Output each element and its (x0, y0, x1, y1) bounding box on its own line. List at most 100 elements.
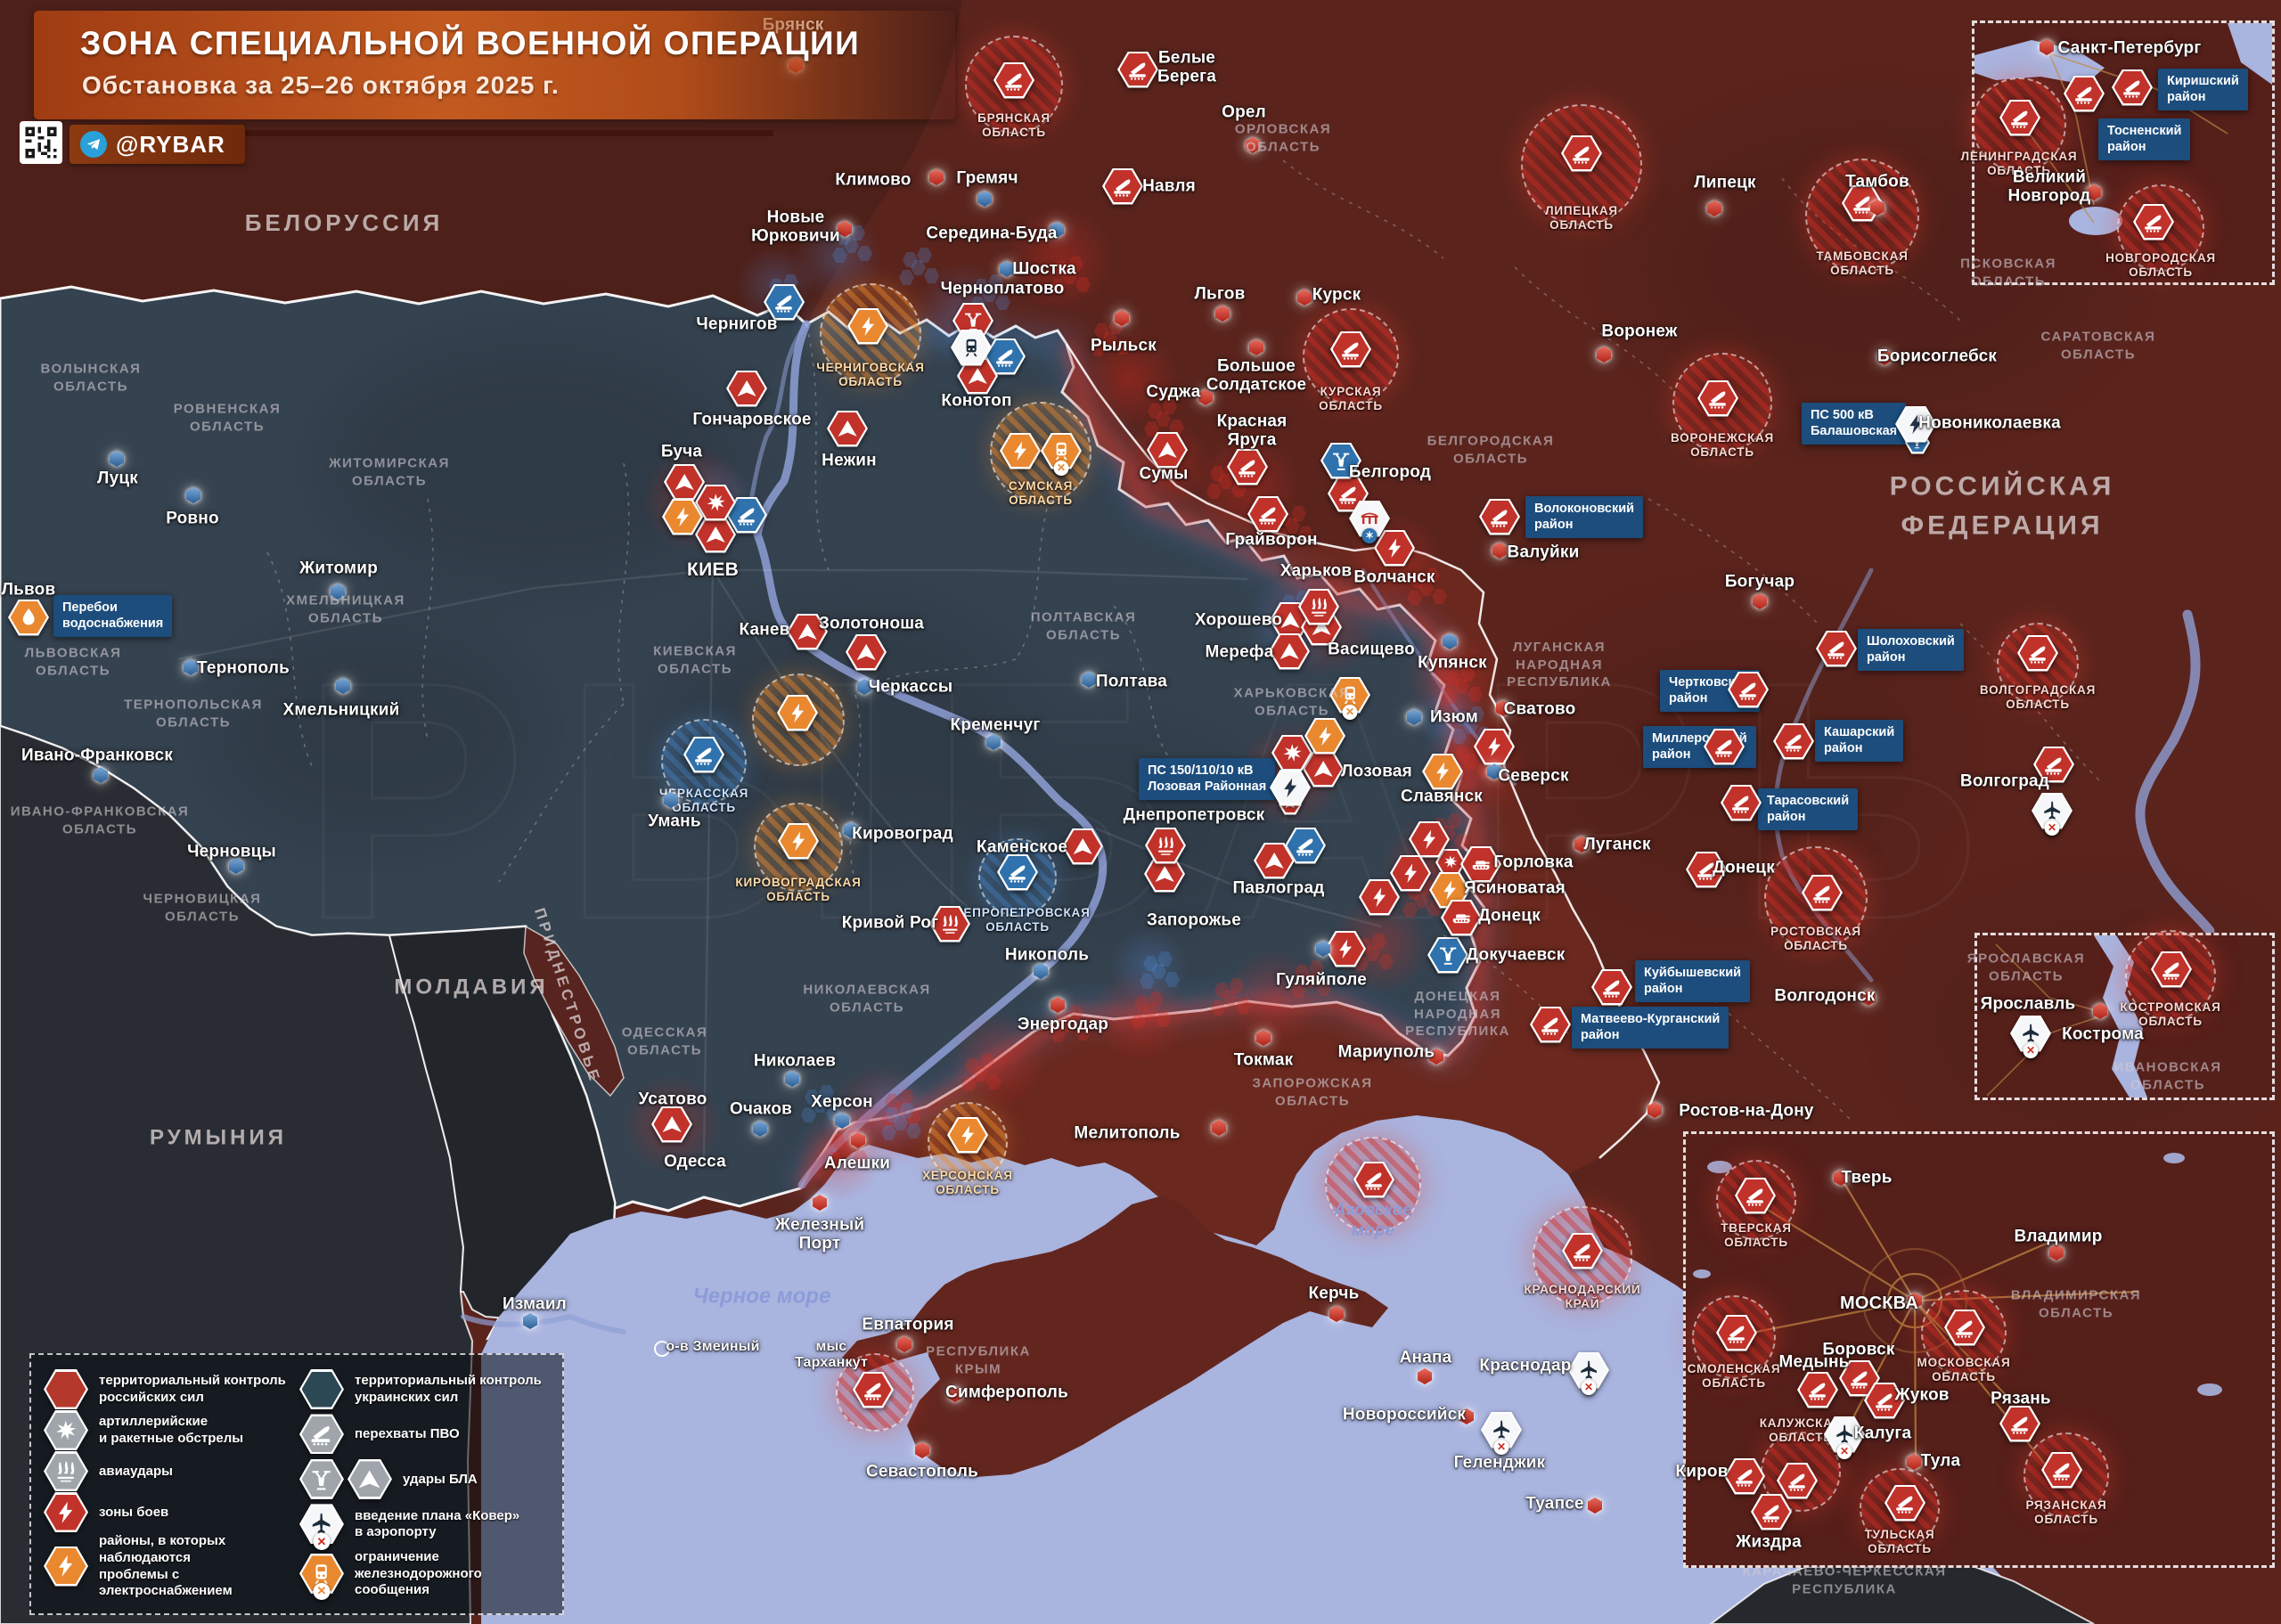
city-pin (929, 169, 944, 185)
region-label: КАРАЧАЕВО-ЧЕРКЕССКАЯ РЕСПУБЛИКА (1742, 1563, 1947, 1597)
airport-closure-icon: ✕ (1824, 1416, 1865, 1459)
cross-badge: ✕ (2023, 1042, 2039, 1058)
callout: ПС 500 кВ Балашовская (1802, 403, 1907, 445)
city-pin (835, 1113, 849, 1129)
area-effect-label: КОСТРОМСКАЯ ОБЛАСТЬ (2120, 1000, 2221, 1029)
city-label: Хорошево (1194, 610, 1283, 630)
front-hex (1410, 573, 1426, 588)
city-label: Запорожье (1146, 910, 1242, 930)
city-label: Красная Яруга (1216, 412, 1288, 450)
air-defense-icon (1561, 135, 1602, 172)
city-pin (229, 858, 243, 874)
front-hex (1094, 323, 1109, 339)
city-pin (1574, 836, 1589, 853)
pin-hex (1034, 963, 1048, 979)
city-label: Новониколаевка (1918, 413, 2061, 433)
power-outage-icon (777, 694, 818, 731)
power-outage-icon (947, 1116, 988, 1154)
air-defense-icon (1353, 1161, 1394, 1198)
city-label: Краснодар (1479, 1356, 1572, 1375)
city-label: Конотоп (941, 391, 1012, 411)
cross-badge: ✕ (1342, 704, 1358, 720)
city-pin (1487, 763, 1501, 779)
front-hex (903, 252, 918, 267)
city-pin (1034, 963, 1048, 979)
front-hex (839, 1142, 854, 1157)
area-effect-label: РОСТОВСКАЯ ОБЛАСТЬ (1770, 925, 1861, 953)
city-label: Лозовая (1341, 762, 1412, 781)
city-label: Железный Порт (774, 1215, 865, 1253)
area-effect-label: КАЛУЖСКАЯ ОБЛАСТЬ (1759, 1416, 1843, 1445)
air-defense-icon (1102, 167, 1143, 205)
city-label: Тамбов (1845, 172, 1909, 192)
city-pin (1459, 1408, 1474, 1424)
pin-hex (1861, 990, 1876, 1006)
pin-hex (897, 1336, 912, 1352)
front-hex (988, 274, 1003, 290)
front-hex (965, 1058, 980, 1073)
legend-item: территориальный контроль украинских сил (299, 1369, 550, 1410)
front-hex (1134, 996, 1149, 1011)
artillery-shelling-icon (695, 484, 736, 521)
region-label: ВЛАДИМИРСКАЯ ОБЛАСТЬ (2010, 1287, 2142, 1321)
legend-item-label: зоны боев (99, 1504, 169, 1520)
city-label: Волгоград (1959, 771, 2050, 791)
city-label: Токмак (1233, 1050, 1294, 1070)
legend-item-label: введение плана «Ковер» в аэропорту (355, 1507, 520, 1540)
page-subtitle: Обстановка за 25–26 октября 2025 г. (82, 71, 560, 99)
strike-drone-icon (827, 410, 868, 447)
front-hex (819, 1085, 834, 1100)
legend-icons: ✕ (299, 1553, 344, 1600)
city-label: Гуляйполе (1276, 970, 1367, 990)
front-hex (1468, 687, 1483, 702)
legend-icons: ✕ (299, 1504, 344, 1551)
occupied-area (809, 344, 1659, 1245)
legend-item-label: авиаудары (99, 1463, 173, 1479)
strike-drone-icon (1062, 828, 1103, 865)
city-label: Тернополь (196, 658, 290, 678)
city-label: Мелитополь (1074, 1123, 1181, 1143)
pin-hex (1407, 709, 1421, 725)
pin-hex (857, 679, 871, 695)
pin-hex (1877, 349, 1892, 365)
pin-hex (1647, 1102, 1662, 1118)
front-hex (1454, 834, 1469, 849)
city-label: Анапа (1399, 1348, 1452, 1367)
city-label: Днепропетровск (1123, 805, 1265, 825)
pin-hex (813, 1195, 827, 1211)
legend: территориальный контроль российских сил а… (29, 1353, 564, 1615)
pin-hex (785, 1071, 799, 1087)
city-label: Орел (1222, 102, 1266, 122)
air-defense-icon (683, 736, 724, 773)
city-pin (753, 1121, 767, 1137)
cross-badge: ✕ (1836, 1443, 1852, 1459)
air-defense-icon (2112, 69, 2153, 106)
country-label: МОЛДАВИЯ (394, 975, 549, 1000)
area-effect-label: СМОЛЕНСКАЯ ОБЛАСТЬ (1687, 1362, 1781, 1391)
front-hex (1455, 711, 1470, 726)
city-label: Васищево (1328, 640, 1415, 659)
area-effect-label: ТАМБОВСКАЯ ОБЛАСТЬ (1816, 249, 1909, 278)
city-pin (1418, 1368, 1432, 1384)
pin-hex (184, 659, 198, 675)
city-label: Черноплатово (940, 279, 1065, 298)
country-label: РОССИЙСКАЯ ФЕДЕРАЦИЯ (1889, 471, 2115, 541)
legend-icons (44, 1492, 88, 1533)
pin-hex (753, 1121, 767, 1137)
cross-badge: ✕ (1053, 460, 1069, 476)
legend-item-label: перехваты ПВО (355, 1426, 460, 1442)
city-label: Боровск (1822, 1340, 1895, 1359)
front-hex (1102, 331, 1117, 347)
front-hex (1454, 679, 1469, 694)
city-label: Липецк (1694, 173, 1756, 192)
cross-badge: ✕ (313, 1533, 331, 1551)
pin-hex (110, 451, 124, 467)
telegram-handle: @RYBAR (116, 130, 225, 158)
pin-hex (1316, 941, 1330, 957)
combat-zone-icon (44, 1492, 88, 1532)
city-pin (1443, 633, 1457, 649)
legend-icon-box (299, 1414, 344, 1455)
city-label: Жуков (1894, 1385, 1950, 1405)
city-pin (986, 734, 1001, 750)
city-label: Херсон (811, 1092, 873, 1112)
